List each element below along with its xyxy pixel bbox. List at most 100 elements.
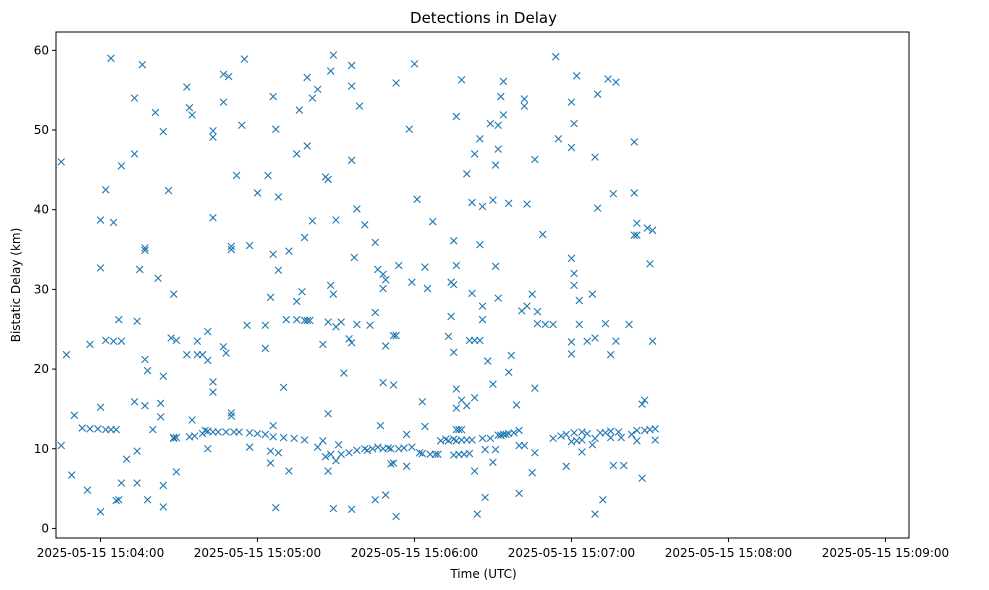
data-point [612, 78, 620, 86]
data-point [499, 111, 508, 119]
data-point [512, 401, 521, 409]
data-point [133, 317, 141, 326]
data-point [101, 336, 110, 345]
data-point [567, 350, 576, 358]
data-point [313, 443, 322, 451]
data-point [371, 495, 380, 504]
data-point [159, 127, 168, 136]
data-point [452, 404, 461, 412]
data-point [332, 216, 340, 224]
data-point [402, 462, 411, 471]
data-point [214, 428, 223, 436]
data-point [389, 459, 398, 467]
data-point [588, 440, 597, 449]
data-point [457, 425, 466, 434]
data-point [520, 95, 529, 103]
data-point [489, 380, 497, 388]
data-point [447, 312, 455, 321]
data-point [141, 244, 149, 252]
data-point [557, 432, 565, 440]
data-point [643, 224, 652, 232]
data-point [376, 421, 385, 430]
data-point [156, 413, 165, 421]
data-point [149, 425, 157, 434]
data-point [329, 290, 338, 298]
data-point [154, 274, 162, 283]
data-point [520, 102, 529, 110]
data-point [473, 510, 482, 518]
x-tick-label: 2025-05-15 15:04:00 [37, 546, 164, 560]
data-point [227, 242, 236, 251]
data-point [502, 430, 510, 439]
data-point [449, 236, 458, 245]
data-point [400, 444, 408, 452]
data-point [237, 121, 246, 130]
data-point [606, 350, 615, 359]
data-point [494, 294, 502, 302]
data-point [292, 297, 301, 306]
data-point [583, 337, 591, 345]
data-point [70, 411, 79, 420]
data-point [151, 108, 160, 117]
data-point [570, 281, 578, 290]
data-points [57, 51, 659, 521]
data-point [578, 428, 586, 436]
data-point [421, 263, 429, 271]
data-point [625, 320, 633, 329]
data-point [413, 195, 421, 204]
data-point [169, 434, 178, 443]
data-point [481, 445, 489, 454]
data-point [321, 452, 330, 461]
data-point [117, 337, 126, 345]
data-point [83, 486, 92, 494]
data-point [360, 221, 369, 229]
data-point [381, 342, 390, 350]
data-point [303, 142, 311, 150]
data-point [567, 338, 576, 346]
data-point [633, 231, 641, 239]
y-tick-label: 60 [34, 43, 49, 57]
data-point [434, 450, 442, 459]
data-point [94, 425, 102, 433]
data-point [141, 355, 149, 364]
data-point [392, 512, 400, 521]
data-point [371, 308, 380, 317]
data-point [130, 94, 139, 102]
data-point [578, 448, 586, 456]
data-point [164, 186, 173, 195]
data-point [290, 434, 298, 443]
data-point [308, 217, 317, 225]
data-point [620, 461, 628, 470]
data-point [57, 441, 66, 450]
data-point [609, 461, 618, 470]
data-point [630, 189, 639, 197]
y-tick-label: 30 [34, 282, 49, 296]
data-point [651, 425, 659, 433]
data-point [86, 340, 94, 349]
data-point [431, 450, 440, 459]
data-point [269, 250, 277, 259]
data-point [112, 425, 120, 434]
data-point [617, 433, 625, 442]
x-axis: 2025-05-15 15:04:00 2025-05-15 15:05:00 20… [37, 538, 949, 560]
data-point [313, 85, 322, 94]
data-point [606, 427, 615, 436]
data-point [452, 385, 461, 393]
data-point [169, 433, 178, 442]
data-point [470, 467, 479, 475]
data-point [633, 426, 641, 435]
data-point [329, 51, 338, 59]
data-point [300, 436, 309, 444]
data-point [523, 302, 531, 310]
data-point [593, 90, 602, 98]
data-point [408, 278, 416, 286]
data-point [476, 240, 484, 249]
data-point [483, 357, 492, 365]
data-point [593, 204, 602, 212]
data-point [468, 198, 476, 207]
data-point [324, 409, 332, 418]
data-point [531, 448, 539, 457]
data-point [193, 337, 202, 345]
data-point [345, 334, 353, 343]
data-point [648, 226, 657, 235]
